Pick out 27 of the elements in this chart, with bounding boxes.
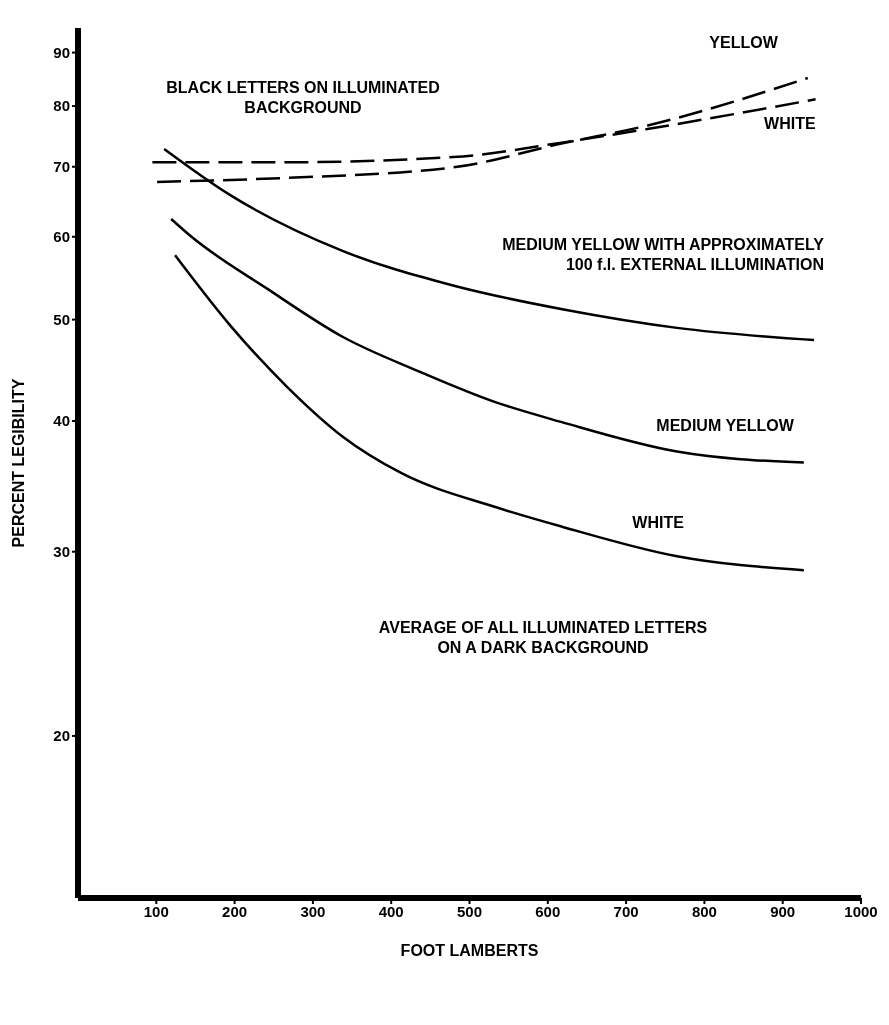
series-label: WHITE (632, 514, 685, 532)
x-tick-label: 900 (770, 902, 796, 920)
y-tick-label: 20 (53, 727, 70, 745)
x-tick-label: 100 (143, 902, 169, 920)
y-tick-label: 50 (53, 310, 70, 328)
series-label: MEDIUM YELLOW (656, 416, 795, 434)
y-tick-label: 60 (53, 228, 70, 246)
y-tick-label: 90 (53, 43, 70, 61)
x-tick-label: 500 (456, 902, 483, 920)
y-tick-label: 30 (53, 543, 70, 561)
annotation: BLACK LETTERS ON ILLUMINATED BACKGROUND (165, 78, 441, 118)
x-tick-label: 1000 (844, 902, 878, 920)
x-tick-label: 800 (691, 902, 717, 920)
y-tick-label: 70 (53, 158, 70, 176)
y-tick-label: 80 (53, 97, 70, 115)
x-axis-title: FOOT LAMBERTS (400, 942, 539, 959)
x-tick-label: 600 (535, 902, 561, 920)
x-tick-label: 300 (300, 902, 326, 920)
y-tick-label: 40 (53, 412, 70, 430)
series-label: MEDIUM YELLOW WITH APPROXIMATELY 100 f.l. EXTERNAL ILLUMINATION (502, 236, 825, 274)
x-tick-label: 700 (613, 902, 639, 920)
text: YELLOW (709, 34, 779, 51)
series-label: WHITE (764, 115, 816, 133)
y-axis-title: PERCENT LEGIBILITY (9, 378, 27, 548)
x-tick-label: 400 (378, 902, 404, 920)
annotation: AVERAGE OF ALL ILLUMINATED LETTERS ON A DARK BACKGROUND (378, 618, 708, 658)
x-tick-label: 200 (222, 902, 248, 920)
